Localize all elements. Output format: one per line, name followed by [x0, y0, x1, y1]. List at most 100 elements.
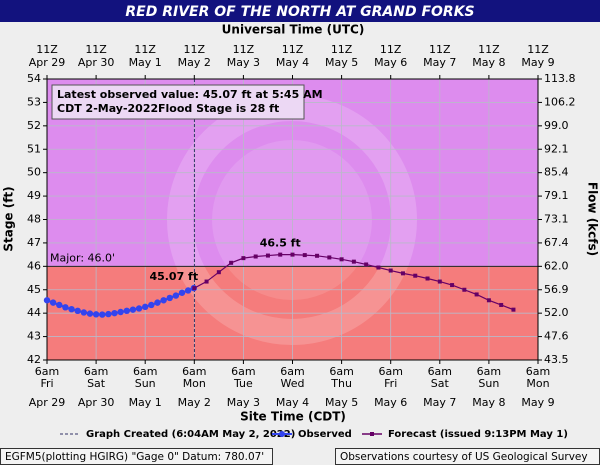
top-x-tick-date: Apr 29	[29, 56, 66, 69]
forecast-point	[437, 279, 442, 284]
observed-point	[166, 294, 173, 302]
forecast-point	[265, 253, 270, 258]
top-x-tick-date: May 8	[472, 56, 505, 69]
top-x-tick-label: 11Z	[36, 43, 58, 56]
forecast-point	[216, 270, 221, 275]
y-tick-label: 52	[27, 119, 41, 132]
x-tick-date: Apr 29	[29, 396, 66, 409]
legend-created-label: Graph Created (6:04AM May 2, 2022)	[86, 429, 295, 440]
y2-tick-label: 67.4	[544, 236, 569, 249]
legend-forecast-marker	[370, 432, 374, 436]
top-axis-title: Universal Time (UTC)	[222, 23, 365, 37]
observed-point	[172, 292, 180, 299]
x-tick-day: Mon	[183, 377, 206, 390]
x-tick-label: 6am	[378, 365, 402, 378]
observed-point	[129, 306, 137, 313]
top-x-tick-date: May 6	[374, 56, 407, 69]
observed-point	[105, 310, 112, 318]
observed-point	[178, 289, 186, 296]
top-x-tick-label: 11Z	[85, 43, 107, 56]
annotation: 45.07 ft	[149, 270, 198, 283]
y2-tick-label: 56.9	[544, 283, 569, 296]
observed-point	[56, 301, 63, 309]
top-x-tick-date: May 2	[178, 56, 211, 69]
forecast-point	[229, 260, 234, 265]
x-tick-day: Tue	[233, 377, 253, 390]
top-x-tick-label: 11Z	[478, 43, 500, 56]
top-x-tick-label: 11Z	[233, 43, 255, 56]
top-x-tick-label: 11Z	[134, 43, 156, 56]
y2-tick-label: 62.0	[544, 259, 569, 272]
y-tick-label: 54	[27, 72, 41, 85]
y2-tick-label: 113.8	[544, 72, 576, 85]
forecast-point	[241, 256, 246, 261]
y-tick-label: 53	[27, 95, 41, 108]
x-tick-label: 6am	[182, 365, 206, 378]
forecast-point	[339, 257, 344, 262]
top-x-tick-date: May 4	[276, 56, 309, 69]
observed-point	[92, 311, 100, 318]
forecast-point	[400, 271, 405, 276]
y-tick-label: 47	[27, 236, 41, 249]
y2-tick-label: 106.2	[544, 95, 576, 108]
x-tick-day: Sun	[135, 377, 156, 390]
footer-right: Observations courtesy of US Geological S…	[340, 451, 588, 463]
title-bar	[0, 0, 600, 22]
top-x-tick-date: Apr 30	[78, 56, 115, 69]
info-line: Latest observed value: 45.07 ft at 5:45 …	[57, 88, 323, 101]
major-label: Major: 46.0'	[50, 251, 115, 264]
x-tick-label: 6am	[84, 365, 108, 378]
observed-point	[62, 304, 69, 311]
forecast-point	[413, 273, 418, 278]
y2-tick-label: 92.1	[544, 142, 569, 155]
top-x-tick-label: 11Z	[380, 43, 402, 56]
top-x-tick-date: May 5	[325, 56, 358, 69]
watermark	[212, 140, 372, 300]
forecast-point	[388, 268, 393, 273]
y-tick-label: 49	[27, 189, 41, 202]
forecast-point	[364, 262, 369, 267]
plot-area: 42 43 44 45 46 47 48 49 50 51 52 53 54 43.5 47.6 52.0 56…	[27, 43, 576, 409]
x-tick-label: 6am	[526, 365, 550, 378]
info-box	[51, 84, 305, 120]
x-axis-title: Site Time (CDT)	[240, 410, 346, 424]
x-tick-day: Sat	[87, 377, 106, 390]
x-tick-day: Sun	[478, 377, 499, 390]
x-tick-label: 6am	[428, 365, 452, 378]
x-tick-date: May 7	[423, 396, 456, 409]
y-axis-title: Stage (ft)	[2, 186, 16, 251]
top-x-tick-label: 11Z	[184, 43, 206, 56]
footer-left: EGFM5(plotting HGIRG) "Gage 0" Datum: 78…	[5, 451, 264, 463]
forecast-point	[253, 254, 258, 259]
x-tick-day: Fri	[384, 377, 397, 390]
forecast-point	[204, 279, 209, 284]
observed-point	[123, 307, 130, 315]
x-tick-date: Apr 30	[78, 396, 115, 409]
forecast-point	[486, 298, 491, 303]
forecast-point	[462, 287, 467, 292]
forecast-point	[425, 276, 430, 281]
top-x-tick-label: 11Z	[282, 43, 304, 56]
observed-point	[184, 287, 192, 294]
legend-observed-marker	[279, 431, 285, 437]
x-tick-day: Fri	[40, 377, 53, 390]
y2-tick-label: 52.0	[544, 306, 569, 319]
y-tick-label: 46	[27, 259, 41, 272]
top-x-tick-label: 11Z	[527, 43, 549, 56]
plot-frame	[46, 78, 539, 361]
x-tick-day: Mon	[526, 377, 549, 390]
x-tick-label: 6am	[133, 365, 157, 378]
observed-point	[160, 297, 167, 304]
observed-point	[49, 299, 57, 306]
observed-point	[80, 309, 88, 316]
info-line: CDT 2-May-2022.	[57, 102, 162, 115]
observed-point	[142, 303, 149, 311]
observed-point	[154, 299, 161, 306]
x-tick-day: Sat	[431, 377, 450, 390]
x-tick-day: Wed	[281, 377, 305, 390]
forecast-point	[499, 302, 504, 307]
top-x-tick-date: May 7	[423, 56, 456, 69]
x-tick-label: 6am	[35, 365, 59, 378]
forecast-point	[511, 307, 516, 312]
